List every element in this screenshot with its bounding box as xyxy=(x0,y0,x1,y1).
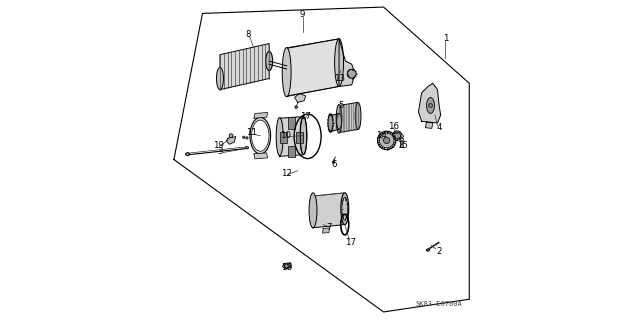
Polygon shape xyxy=(280,117,303,156)
Ellipse shape xyxy=(426,98,435,114)
Ellipse shape xyxy=(246,137,248,139)
Polygon shape xyxy=(254,153,268,159)
Polygon shape xyxy=(330,114,339,131)
Ellipse shape xyxy=(378,131,396,150)
Text: 3: 3 xyxy=(217,147,223,156)
Ellipse shape xyxy=(250,117,271,154)
Text: 7: 7 xyxy=(327,223,332,232)
Ellipse shape xyxy=(282,48,291,97)
Ellipse shape xyxy=(380,133,394,148)
Text: 19: 19 xyxy=(213,141,224,150)
Polygon shape xyxy=(220,44,269,90)
Text: 5: 5 xyxy=(338,101,344,110)
Polygon shape xyxy=(426,122,433,128)
Ellipse shape xyxy=(229,134,233,137)
Ellipse shape xyxy=(284,264,290,268)
Ellipse shape xyxy=(333,161,335,163)
Ellipse shape xyxy=(300,117,307,155)
Ellipse shape xyxy=(429,104,433,108)
Text: 13: 13 xyxy=(333,74,344,83)
Ellipse shape xyxy=(383,137,390,144)
Polygon shape xyxy=(339,102,358,132)
Polygon shape xyxy=(294,93,306,102)
Ellipse shape xyxy=(401,135,404,138)
Ellipse shape xyxy=(216,67,223,90)
Text: 17: 17 xyxy=(345,238,356,247)
Ellipse shape xyxy=(295,106,298,108)
Ellipse shape xyxy=(341,193,349,225)
Ellipse shape xyxy=(401,144,404,147)
Ellipse shape xyxy=(335,39,344,86)
Text: 17: 17 xyxy=(300,112,311,121)
Ellipse shape xyxy=(328,114,333,132)
Text: 2: 2 xyxy=(436,247,442,256)
Bar xyxy=(287,117,295,129)
Ellipse shape xyxy=(355,102,361,130)
Polygon shape xyxy=(339,39,355,86)
Ellipse shape xyxy=(342,197,348,220)
Ellipse shape xyxy=(276,118,283,156)
Ellipse shape xyxy=(186,153,189,156)
Text: 14: 14 xyxy=(376,131,387,140)
Text: 1: 1 xyxy=(443,34,448,43)
Text: 4: 4 xyxy=(436,123,442,132)
Text: SK83-E0700A: SK83-E0700A xyxy=(416,301,463,307)
Text: 9: 9 xyxy=(300,11,305,19)
Text: 15: 15 xyxy=(397,141,408,150)
Polygon shape xyxy=(323,228,330,233)
Ellipse shape xyxy=(252,120,269,151)
Polygon shape xyxy=(287,39,339,96)
Ellipse shape xyxy=(426,249,429,251)
Ellipse shape xyxy=(337,114,341,129)
Ellipse shape xyxy=(309,193,317,228)
Ellipse shape xyxy=(394,132,401,139)
Ellipse shape xyxy=(245,147,248,149)
Text: 6: 6 xyxy=(332,160,337,169)
Polygon shape xyxy=(254,113,268,118)
Text: 18: 18 xyxy=(281,263,292,272)
Bar xyxy=(287,146,295,157)
Text: 16: 16 xyxy=(388,122,399,131)
Bar xyxy=(296,131,303,143)
Text: 12: 12 xyxy=(281,169,292,178)
Polygon shape xyxy=(419,83,441,123)
Ellipse shape xyxy=(243,136,245,138)
Ellipse shape xyxy=(336,105,342,133)
Bar xyxy=(280,131,287,143)
Polygon shape xyxy=(313,193,345,228)
Polygon shape xyxy=(227,137,236,144)
Text: 11: 11 xyxy=(246,128,257,137)
Text: 10: 10 xyxy=(280,131,291,140)
Ellipse shape xyxy=(266,51,273,70)
Text: 8: 8 xyxy=(246,30,252,39)
Ellipse shape xyxy=(392,131,402,140)
Ellipse shape xyxy=(401,138,404,141)
Ellipse shape xyxy=(401,141,404,144)
Polygon shape xyxy=(282,263,291,269)
Ellipse shape xyxy=(348,69,356,78)
